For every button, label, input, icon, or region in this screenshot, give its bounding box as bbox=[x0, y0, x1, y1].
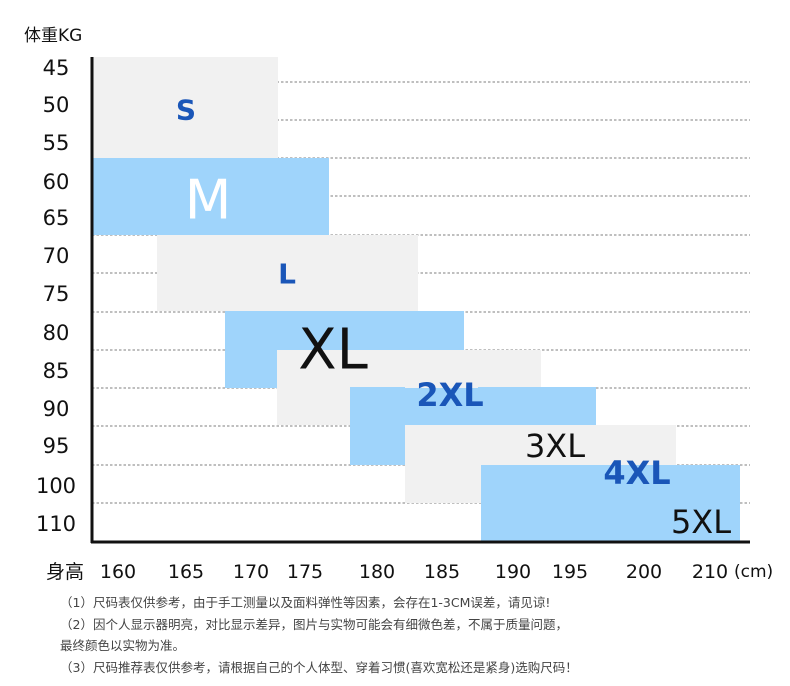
size-label-l: L bbox=[278, 258, 296, 291]
size-box-3xl-overlap bbox=[541, 387, 596, 425]
x-tick-labels: 160 165 170 175 180 185 190 195 200 210 bbox=[100, 561, 728, 583]
x-tick-label: 190 bbox=[495, 561, 531, 583]
y-tick-label: 50 bbox=[43, 93, 70, 117]
y-tick-label: 110 bbox=[36, 512, 76, 536]
size-label-4xl: 4XL bbox=[603, 454, 670, 492]
size-label-m: M bbox=[185, 169, 232, 232]
y-tick-label: 95 bbox=[43, 434, 70, 458]
size-box-m bbox=[92, 158, 329, 235]
size-notes: （1）尺码表仅供参考，由于手工测量以及面料弹性等因素，会存在1-3CM误差，请见… bbox=[60, 592, 760, 678]
size-box-2xl-overlap bbox=[405, 350, 478, 388]
y-tick-label: 55 bbox=[43, 131, 70, 155]
x-tick-label: 185 bbox=[424, 561, 460, 583]
y-tick-label: 90 bbox=[43, 397, 70, 421]
size-label-5xl: 5XL bbox=[671, 503, 731, 541]
x-tick-label: 195 bbox=[552, 561, 588, 583]
size-label-3xl: 3XL bbox=[525, 427, 585, 465]
size-box-s bbox=[92, 57, 278, 158]
note-line: （3）尺码推荐表仅供参考，请根据自己的个人体型、穿着习惯(喜欢宽松还是紧身)选购… bbox=[60, 659, 578, 675]
y-tick-labels: 45 50 55 60 65 70 75 80 85 90 95 100 110 bbox=[36, 56, 76, 536]
x-axis-label: 身高 bbox=[46, 561, 84, 583]
y-tick-label: 60 bbox=[43, 170, 70, 194]
size-box-l bbox=[157, 235, 418, 311]
y-tick-label: 65 bbox=[43, 206, 70, 230]
x-tick-label: 170 bbox=[233, 561, 269, 583]
y-tick-label: 85 bbox=[43, 359, 70, 383]
note-line: （2）因个人显示器明亮，对比显示差异，图片与实物可能会有细微色差，不属于质量问题… bbox=[60, 616, 568, 632]
x-axis-unit: (cm) bbox=[734, 562, 773, 582]
axes bbox=[90, 57, 750, 544]
y-tick-label: 75 bbox=[43, 282, 70, 306]
x-tick-label: 165 bbox=[168, 561, 204, 583]
y-tick-label: 70 bbox=[43, 244, 70, 268]
x-tick-label: 160 bbox=[100, 561, 136, 583]
note-line: 最终颜色以实物为准。 bbox=[60, 638, 186, 653]
y-axis-label: 体重KG bbox=[24, 26, 82, 46]
x-tick-label: 180 bbox=[359, 561, 395, 583]
size-label-xl: XL bbox=[298, 318, 368, 383]
y-tick-label: 80 bbox=[43, 321, 70, 345]
y-tick-label: 100 bbox=[36, 474, 76, 498]
x-tick-label: 200 bbox=[626, 561, 662, 583]
size-label-2xl: 2XL bbox=[416, 376, 483, 414]
x-tick-label: 175 bbox=[287, 561, 323, 583]
size-box-5xl-overlap bbox=[676, 465, 740, 503]
note-line: （1）尺码表仅供参考，由于手工测量以及面料弹性等因素，会存在1-3CM误差，请见… bbox=[60, 595, 551, 610]
y-tick-label: 45 bbox=[43, 56, 70, 80]
size-label-s: S bbox=[176, 94, 196, 127]
x-tick-label: 210 bbox=[692, 561, 728, 583]
